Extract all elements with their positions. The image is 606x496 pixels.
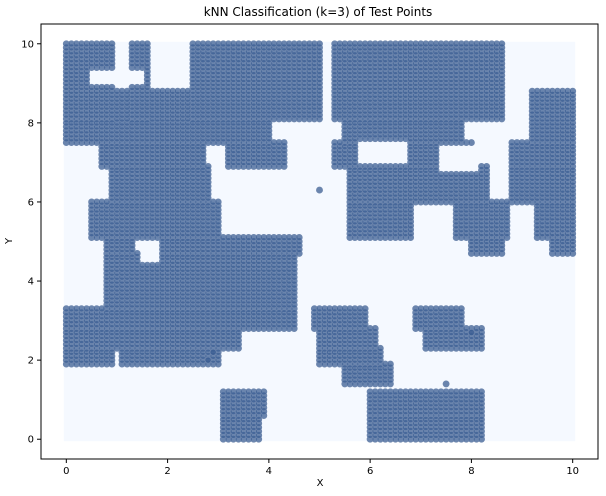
test-point: [290, 253, 298, 261]
test-point: [108, 83, 116, 91]
test-point: [371, 325, 379, 332]
test-point: [123, 87, 131, 95]
plot-area: [40, 23, 599, 460]
test-point: [478, 325, 485, 332]
test-point: [133, 249, 141, 257]
test-point: [295, 234, 303, 241]
test-point: [280, 139, 288, 147]
test-point: [290, 309, 298, 317]
test-point: [407, 202, 415, 210]
test-point: [569, 202, 577, 210]
test-point: [569, 87, 577, 95]
test-point: [199, 143, 207, 151]
test-points-layer: [62, 40, 577, 443]
test-point: [498, 238, 506, 245]
test-point: [235, 329, 242, 336]
test-point: [569, 143, 577, 151]
test-point: [351, 143, 359, 151]
test-point: [432, 166, 440, 174]
test-point: [498, 40, 506, 48]
test-point: [214, 198, 222, 206]
test-point: [336, 139, 344, 147]
test-point: [432, 143, 440, 151]
test-point: [103, 198, 111, 206]
test-point: [569, 166, 577, 174]
test-point: [265, 119, 273, 127]
test-point: [483, 162, 491, 170]
test-point: [457, 119, 465, 127]
test-point: [108, 40, 116, 48]
test-point: [523, 139, 531, 147]
test-point: [361, 305, 369, 313]
chart-title: kNN Classification (k=3) of Test Points: [204, 5, 433, 19]
test-point: [143, 40, 151, 48]
test-point: [204, 162, 212, 170]
test-point: [128, 238, 136, 245]
test-point: [569, 238, 577, 245]
test-point: [184, 87, 192, 95]
test-point: [457, 305, 465, 313]
test-point: [316, 40, 323, 48]
test-point: [98, 305, 106, 313]
test-point: [467, 139, 475, 147]
test-point: [503, 198, 511, 206]
